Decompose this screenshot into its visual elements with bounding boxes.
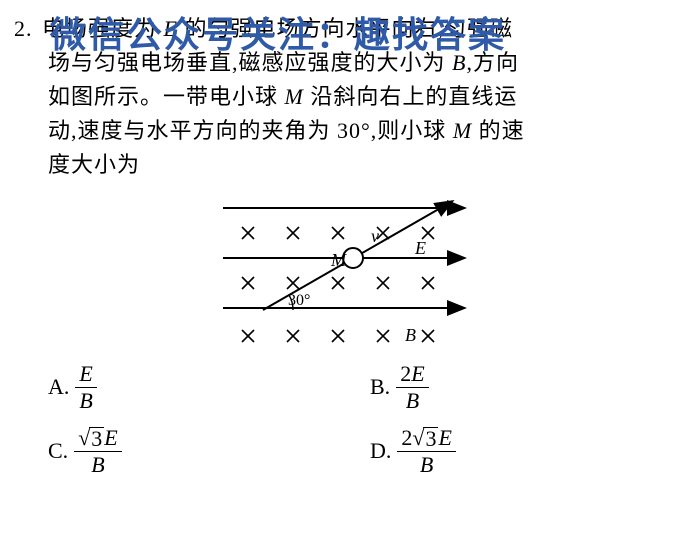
numerator: E	[104, 425, 117, 450]
option-D: D. 2√3E B	[370, 426, 672, 476]
problem-number: 2.	[14, 12, 42, 46]
denominator: B	[420, 452, 433, 477]
fraction: E B	[75, 362, 96, 411]
numerator: E	[438, 425, 451, 450]
text-fragment: 沿斜向右上的直线运	[310, 84, 517, 109]
text-fragment: 的速	[479, 118, 525, 143]
option-B: B. 2E B	[370, 362, 672, 411]
fraction: 2√3E B	[397, 426, 456, 476]
text-fragment: 的匀强电场方向水平向右,匀强磁	[184, 16, 513, 41]
svg-text:M: M	[330, 250, 347, 270]
physics-diagram: 30° Mv E B	[203, 188, 483, 358]
sqrt-arg: 3	[423, 427, 438, 450]
var-M: M	[453, 118, 472, 143]
text-fragment: 电场强度为	[42, 16, 157, 41]
text-fragment: 度大小为	[48, 152, 140, 177]
text-fragment: 如图所示。一带电小球	[48, 84, 278, 109]
option-label: D.	[370, 438, 391, 464]
denominator: B	[91, 452, 104, 477]
diagram-container: 30° Mv E B	[14, 188, 672, 358]
option-label: C.	[48, 438, 68, 464]
fraction: √3E B	[74, 426, 122, 476]
option-C: C. √3E B	[48, 426, 350, 476]
option-label: B.	[370, 374, 390, 400]
option-label: A.	[48, 374, 69, 400]
text-fragment: 动,速度与水平方向的夹角为 30°,则小球	[48, 118, 446, 143]
numerator: E	[411, 361, 424, 386]
coef: 2	[400, 361, 411, 386]
sqrt: √3	[412, 427, 438, 450]
sqrt: √3	[78, 427, 104, 450]
fraction: 2E B	[396, 362, 428, 411]
svg-text:30°: 30°	[288, 292, 310, 309]
denominator: B	[406, 388, 419, 413]
problem-statement: 2.电场强度为 E 的匀强电场方向水平向右,匀强磁 场与匀强电场垂直,磁感应强度…	[14, 12, 672, 182]
numerator: E	[79, 361, 92, 386]
svg-text:B: B	[405, 325, 416, 345]
var-E: E	[164, 16, 178, 41]
svg-text:E: E	[414, 238, 426, 258]
svg-text:v: v	[371, 226, 379, 246]
option-A: A. E B	[48, 362, 350, 411]
denominator: B	[79, 388, 92, 413]
sqrt-arg: 3	[89, 427, 104, 450]
coef: 2	[401, 425, 412, 450]
text-fragment: ,方向	[466, 50, 519, 75]
var-M: M	[285, 84, 304, 109]
options-grid: A. E B B. 2E B C. √3E B D. 2√3E	[14, 362, 672, 475]
var-B: B	[452, 50, 466, 75]
text-fragment: 场与匀强电场垂直,磁感应强度的大小为	[48, 50, 446, 75]
